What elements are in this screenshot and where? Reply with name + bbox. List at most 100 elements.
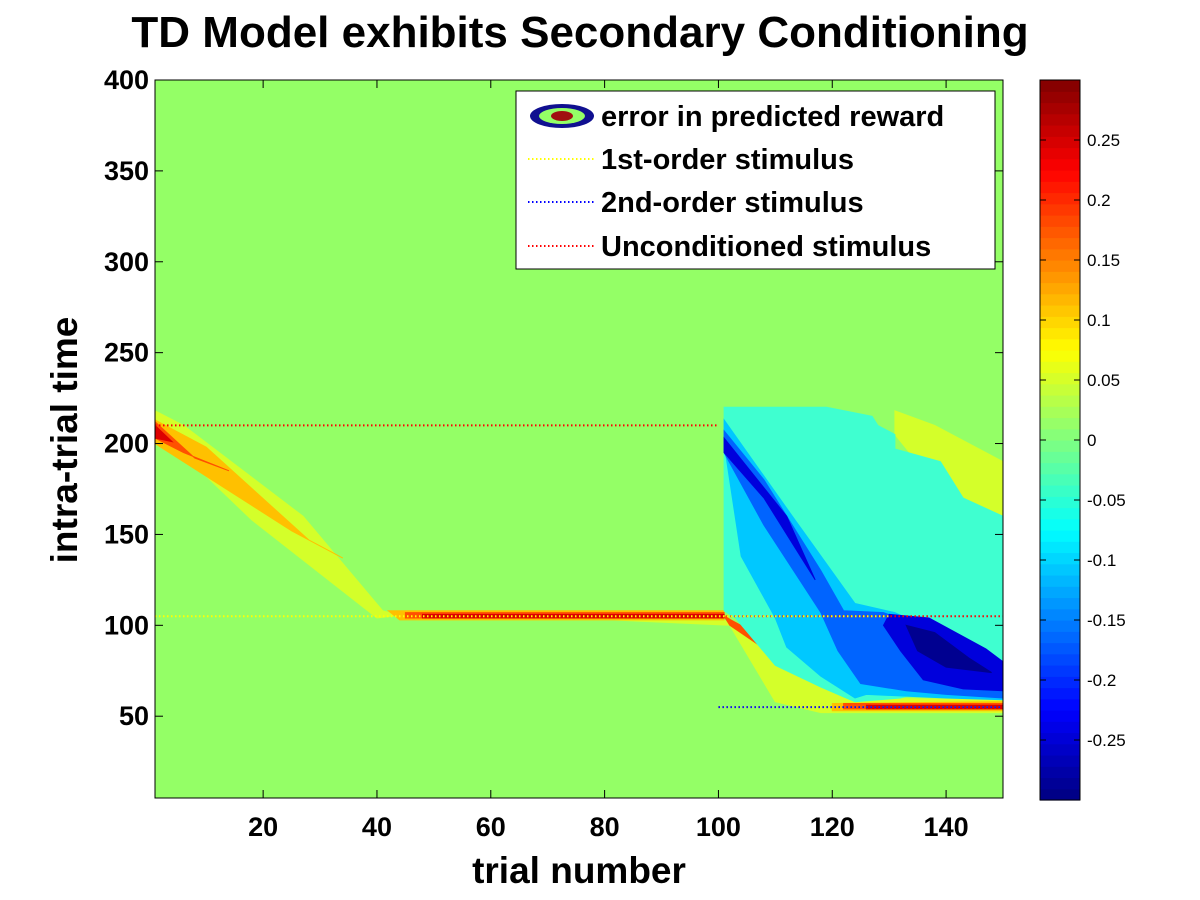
x-axis-label: trial number [472,850,686,891]
contour-region [422,613,725,619]
y-tick-label: 200 [104,429,149,459]
colorbar-cell [1040,462,1080,475]
colorbar-cell [1040,788,1080,801]
colorbar-tick-label: -0.15 [1087,611,1126,630]
axes: 20 40 60 80 100 120 140 50 100 150 200 250 300 350 400 [104,65,1004,842]
legend-label: 1st-order stimulus [601,144,854,176]
x-tick-label: 80 [590,812,620,842]
y-tick-label: 250 [104,338,149,368]
colorbar-cell [1040,586,1080,599]
colorbar-cell [1040,687,1080,700]
legend-label: Unconditioned stimulus [601,231,931,263]
colorbar-cell [1040,271,1080,284]
colorbar-tick-label: 0.2 [1087,191,1111,210]
colorbar-cell [1040,552,1080,565]
colorbar-cell [1040,698,1080,711]
colorbar-cell [1040,518,1080,531]
colorbar-tick-label: 0 [1087,431,1096,450]
colorbar-cell [1040,147,1080,160]
colorbar-cell [1040,575,1080,587]
colorbar-cell [1040,496,1080,509]
colorbar-cell [1040,755,1080,767]
y-tick-label: 100 [104,610,149,640]
colorbar-cell [1040,80,1080,92]
contour-region [155,424,174,443]
colorbar-cell [1040,665,1080,677]
y-tick-label: 50 [119,701,149,731]
colorbar-cell [1040,743,1080,756]
colorbar-tick-label: -0.05 [1087,491,1126,510]
colorbar-cell [1040,170,1080,182]
colorbar-cell [1040,125,1080,137]
colorbar-cell [1040,530,1080,542]
colorbar-tick-label: -0.2 [1087,671,1116,690]
colorbar-cell [1040,721,1080,734]
colorbar-tick-label: -0.1 [1087,551,1116,570]
colorbar-cell [1040,563,1080,576]
contour-region [723,418,1003,701]
y-tick-label: 150 [104,519,149,549]
colorbar-cell [1040,282,1080,295]
y-tick-label: 400 [104,65,149,95]
y-tick-label: 350 [104,156,149,186]
colorbar-cell [1040,248,1080,261]
colorbar-cell [1040,440,1080,452]
colorbar-cell [1040,237,1080,250]
colorbar-cell [1040,192,1080,205]
colorbar-cell [1040,406,1080,419]
colorbar-tick-label: 0.05 [1087,371,1120,390]
y-tick-label: 300 [104,247,149,277]
colorbar-cell [1040,653,1080,666]
colorbar-cell [1040,608,1080,621]
legend-label: 2nd-order stimulus [601,187,864,219]
colorbar-tick-label: 0.25 [1087,131,1120,150]
colorbar-cell [1040,710,1080,722]
colorbar-cell [1040,485,1080,497]
colorbar-cell [1040,766,1080,779]
colorbar-cell [1040,316,1080,329]
x-tick-label: 60 [476,812,506,842]
colorbar-cell [1040,383,1080,396]
plot-area [155,80,1003,798]
colorbar-cell [1040,91,1080,104]
legend: error in predicted reward 1st-order stimu… [515,90,996,270]
colorbar-cell [1040,732,1080,745]
colorbar-cell [1040,642,1080,655]
colorbar-cell [1040,777,1080,790]
colorbar-cell [1040,507,1080,520]
colorbar-cell [1040,473,1080,486]
colorbar-cell [1040,203,1080,216]
colorbar-cell [1040,428,1080,441]
colorbar-cell [1040,361,1080,374]
x-tick-label: 100 [696,812,741,842]
colorbar-cell [1040,181,1080,194]
legend-label: error in predicted reward [601,101,944,133]
colorbar-cell [1040,136,1080,149]
colorbar-cell [1040,158,1080,171]
colorbar-cell [1040,620,1080,632]
x-tick-label: 40 [362,812,392,842]
colorbar-cell [1040,631,1080,644]
colorbar-cell [1040,417,1080,430]
colorbar-cell [1040,597,1080,610]
colorbar-cell [1040,305,1080,317]
colorbar-cell [1040,338,1080,351]
colorbar-cell [1040,350,1080,362]
x-tick-label: 140 [924,812,969,842]
colorbar-cell [1040,226,1080,239]
colorbar-cell [1040,327,1080,340]
colorbar-tick-label: -0.25 [1087,731,1126,750]
contour-region [155,421,230,472]
colorbar-tick-label: 0.1 [1087,311,1111,330]
contour-region [905,624,992,674]
contour-region [155,419,344,559]
colorbar-cell [1040,260,1080,272]
colorbar-cell [1040,676,1080,689]
plot-frame [154,79,1004,799]
colorbar-cell [1040,293,1080,306]
contour-region [723,436,816,581]
colorbar: -0.25 -0.2 -0.15 -0.1 -0.05 0 0.05 0.1 0.15 0.2 0.… [1039,79,1126,801]
colorbar-cell [1040,102,1080,115]
colorbar-cell [1040,372,1080,385]
